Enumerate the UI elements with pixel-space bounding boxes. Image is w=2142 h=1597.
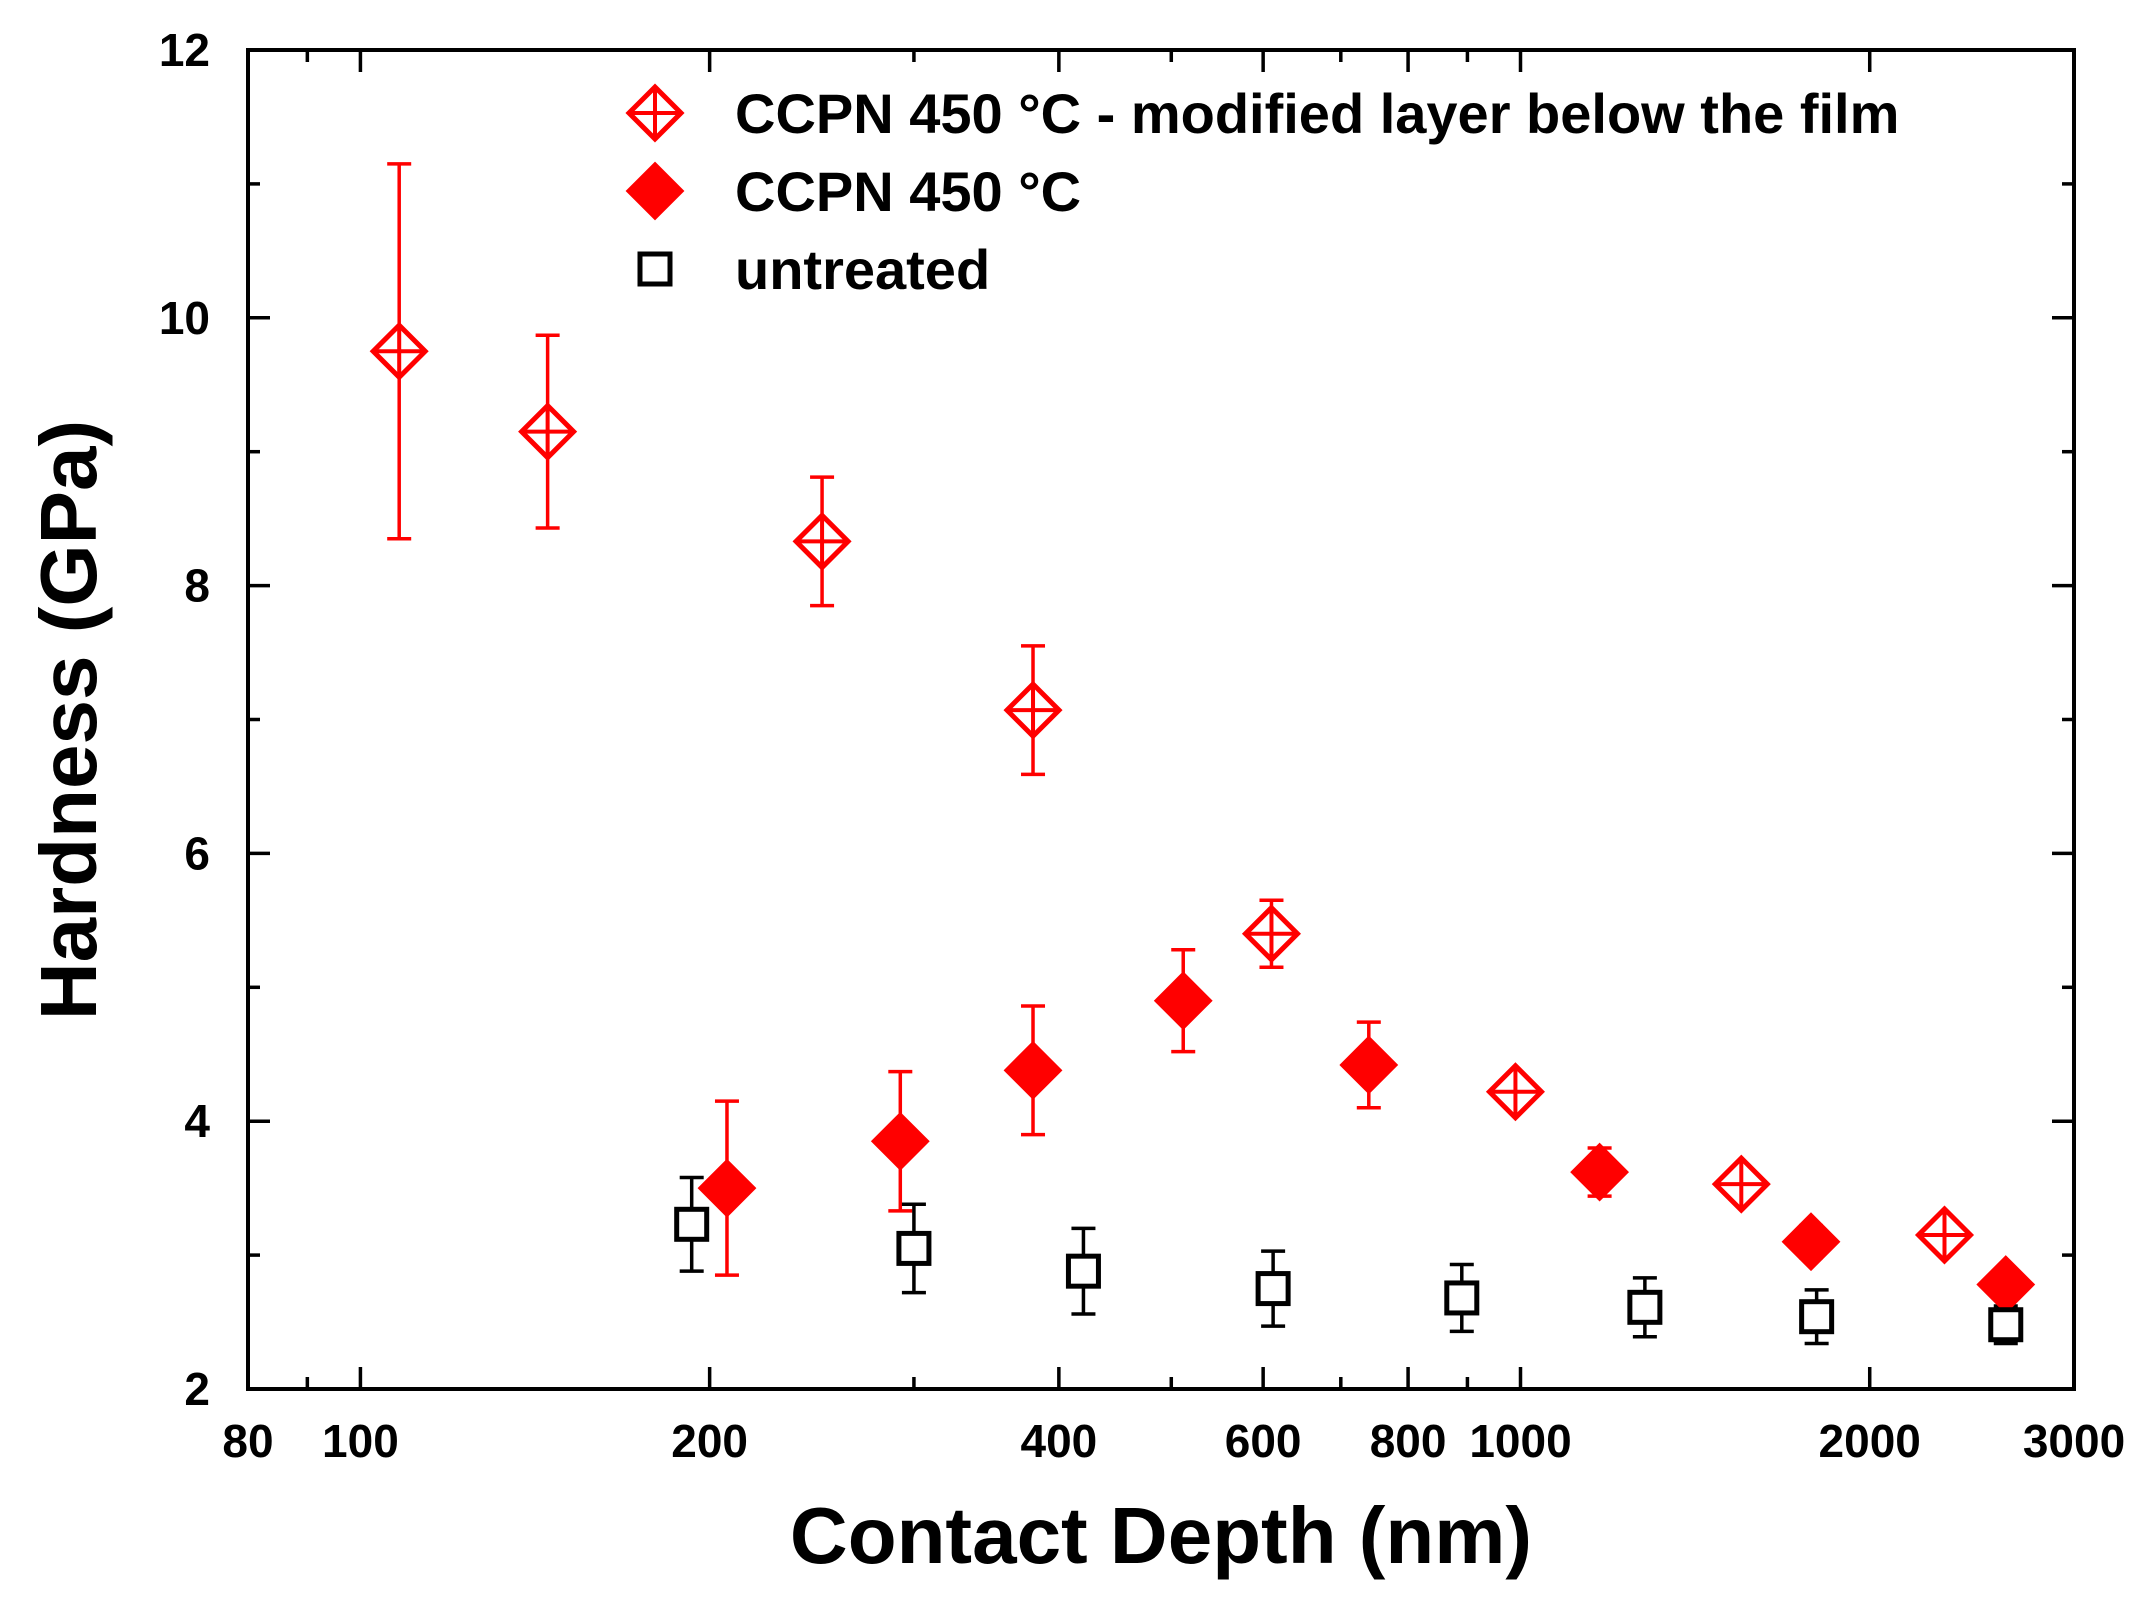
data-point xyxy=(1444,1280,1480,1316)
data-point xyxy=(896,1230,932,1266)
x-tick-label: 80 xyxy=(222,1415,273,1467)
y-tick-label: 12 xyxy=(159,24,210,76)
x-tick-label: 600 xyxy=(1225,1415,1302,1467)
marker-shape xyxy=(1153,971,1213,1031)
marker-shape xyxy=(870,1111,930,1171)
x-tick-label: 400 xyxy=(1020,1415,1097,1467)
legend-item: CCPN 450 °C xyxy=(625,160,1081,223)
data-point xyxy=(1485,1062,1545,1122)
marker-shape xyxy=(625,161,685,221)
y-tick-label: 4 xyxy=(184,1095,210,1147)
marker-shape xyxy=(637,251,673,287)
marker-shape xyxy=(1781,1212,1841,1272)
marker-shape xyxy=(1444,1280,1480,1316)
data-point xyxy=(518,402,578,462)
x-tick-label: 800 xyxy=(1370,1415,1447,1467)
marker-shape xyxy=(1339,1035,1399,1095)
data-point xyxy=(1781,1212,1841,1272)
data-point xyxy=(1003,1040,1063,1100)
legend-item: CCPN 450 °C - modified layer below the f… xyxy=(625,82,1899,145)
y-tick-label: 6 xyxy=(184,827,210,879)
data-point xyxy=(1799,1299,1835,1335)
marker-shape xyxy=(1627,1289,1663,1325)
data-point xyxy=(697,1158,757,1218)
marker-shape xyxy=(697,1158,757,1218)
data-point xyxy=(1153,971,1213,1031)
x-tick-label: 1000 xyxy=(1469,1415,1571,1467)
marker-shape xyxy=(1255,1271,1291,1307)
y-tick-label: 10 xyxy=(159,292,210,344)
data-point xyxy=(674,1206,710,1242)
legend-marker xyxy=(625,161,685,221)
marker-shape xyxy=(896,1230,932,1266)
marker-shape xyxy=(1003,1040,1063,1100)
error-bars xyxy=(387,162,2018,1346)
data-point xyxy=(1339,1035,1399,1095)
marker-shape xyxy=(1976,1255,2036,1314)
plot-frame xyxy=(246,48,2076,1391)
x-tick-label: 200 xyxy=(671,1415,748,1467)
legend-label: CCPN 450 °C - modified layer below the f… xyxy=(735,82,1899,145)
y-tick-label: 8 xyxy=(184,560,210,612)
data-point xyxy=(1914,1205,1975,1265)
data-point xyxy=(1976,1255,2036,1314)
tick-labels: 80 100 200 400 600 800 1000 2000 3000 2 4 6 8 10 12 xyxy=(159,24,2125,1467)
data-point xyxy=(1988,1307,2024,1343)
legend-marker xyxy=(637,251,673,287)
x-tick-label: 100 xyxy=(322,1415,399,1467)
data-point xyxy=(1241,904,1302,964)
legend: CCPN 450 °C - modified layer below the f… xyxy=(625,82,1899,301)
data-point xyxy=(1711,1154,1771,1214)
data-markers xyxy=(369,321,2036,1343)
data-point xyxy=(1065,1253,1101,1289)
data-point xyxy=(369,321,429,381)
legend-label: CCPN 450 °C xyxy=(735,160,1081,223)
y-axis-title: Hardness (GPa) xyxy=(24,420,113,1020)
y-tick-label: 2 xyxy=(184,1363,210,1415)
legend-label: untreated xyxy=(735,238,990,301)
data-point xyxy=(1003,680,1063,740)
marker-shape xyxy=(1065,1253,1101,1289)
marker-shape xyxy=(1988,1307,2024,1343)
legend-item: untreated xyxy=(637,238,990,301)
marker-shape xyxy=(1799,1299,1835,1335)
x-tick-label: 3000 xyxy=(2023,1415,2125,1467)
data-point xyxy=(1627,1289,1663,1325)
data-point xyxy=(870,1111,930,1171)
marker-shape xyxy=(1570,1142,1630,1202)
axis-ticks xyxy=(246,48,2076,1391)
data-point xyxy=(792,511,852,571)
legend-marker xyxy=(625,83,685,143)
x-tick-label: 2000 xyxy=(1819,1415,1921,1467)
marker-shape xyxy=(674,1206,710,1242)
data-point xyxy=(1570,1142,1630,1202)
x-axis-title: Contact Depth (nm) xyxy=(790,1491,1532,1580)
data-point xyxy=(1255,1271,1291,1307)
